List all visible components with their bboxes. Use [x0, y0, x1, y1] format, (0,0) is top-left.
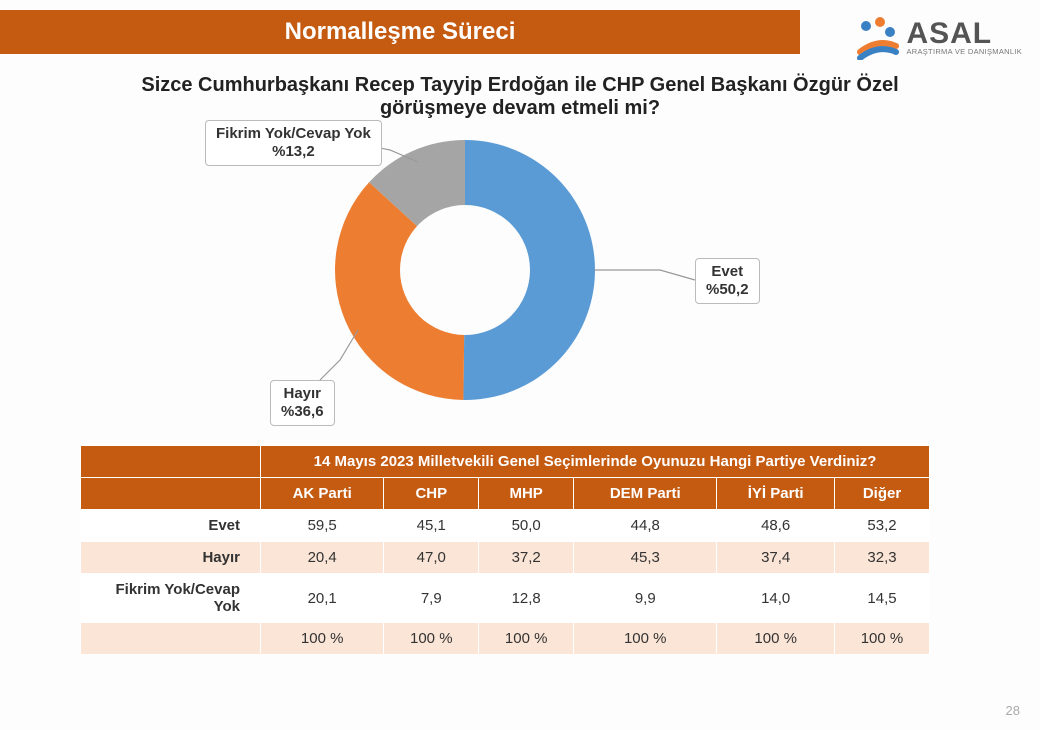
page-title: Normalleşme Süreci	[285, 18, 516, 45]
cell: 20,4	[261, 542, 384, 574]
table-col-2: MHP	[479, 478, 574, 510]
cell: 44,8	[574, 510, 717, 542]
cell: 100 %	[261, 623, 384, 655]
cell: 7,9	[384, 574, 479, 623]
table-row: Hayır20,447,037,245,337,432,3	[81, 542, 930, 574]
cell: 45,3	[574, 542, 717, 574]
logo-mark-icon	[856, 16, 900, 60]
callout-fikrim-pct: %13,2	[272, 143, 315, 160]
table-row: Fikrim Yok/Cevap Yok20,17,912,89,914,014…	[81, 574, 930, 623]
cell: 45,1	[384, 510, 479, 542]
table-col-0: AK Parti	[261, 478, 384, 510]
row-label: Fikrim Yok/Cevap Yok	[81, 574, 261, 623]
cell: 20,1	[261, 574, 384, 623]
page-number: 28	[1006, 703, 1020, 718]
callout-hayir-label: Hayır	[284, 385, 322, 402]
callout-fikrim-label: Fikrim Yok/Cevap Yok	[216, 125, 371, 142]
survey-question: Sizce Cumhurbaşkanı Recep Tayyip Erdoğan…	[140, 74, 900, 120]
cell: 59,5	[261, 510, 384, 542]
callout-hayir-pct: %36,6	[281, 403, 324, 420]
cell: 37,2	[479, 542, 574, 574]
row-label	[81, 623, 261, 655]
table-col-blank	[81, 478, 261, 510]
cell: 50,0	[479, 510, 574, 542]
cell: 100 %	[717, 623, 835, 655]
cell: 100 %	[574, 623, 717, 655]
table-col-3: DEM Parti	[574, 478, 717, 510]
table-title: 14 Mayıs 2023 Milletvekili Genel Seçimle…	[261, 446, 930, 478]
logo: ASAL ARAŞTIRMA VE DANIŞMANLIK	[856, 16, 1022, 60]
callout-evet-label: Evet	[711, 263, 743, 280]
table-row-total: 100 %100 %100 %100 %100 %100 %	[81, 623, 930, 655]
logo-sub-text: ARAŞTIRMA VE DANIŞMANLIK	[906, 47, 1022, 56]
callout-evet-pct: %50,2	[706, 281, 749, 298]
cell: 53,2	[835, 510, 930, 542]
table-col-1: CHP	[384, 478, 479, 510]
cell: 14,0	[717, 574, 835, 623]
crosstab-table: 14 Mayıs 2023 Milletvekili Genel Seçimle…	[80, 445, 930, 655]
table-col-4: İYİ Parti	[717, 478, 835, 510]
callout-fikrim: Fikrim Yok/Cevap Yok %13,2	[205, 120, 382, 166]
crosstab-table-wrap: 14 Mayıs 2023 Milletvekili Genel Seçimle…	[80, 445, 930, 655]
logo-main-text: ASAL	[906, 20, 1022, 47]
table-row: Evet59,545,150,044,848,653,2	[81, 510, 930, 542]
title-bar: Normalleşme Süreci	[0, 10, 800, 54]
cell: 12,8	[479, 574, 574, 623]
cell: 14,5	[835, 574, 930, 623]
callout-hayir: Hayır %36,6	[270, 380, 335, 426]
chart-area: Evet %50,2 Hayır %36,6 Fikrim Yok/Cevap …	[120, 130, 920, 420]
cell: 37,4	[717, 542, 835, 574]
table-col-5: Diğer	[835, 478, 930, 510]
cell: 100 %	[384, 623, 479, 655]
cell: 100 %	[479, 623, 574, 655]
cell: 100 %	[835, 623, 930, 655]
cell: 47,0	[384, 542, 479, 574]
leader-lines	[120, 130, 920, 420]
table-corner	[81, 446, 261, 478]
cell: 32,3	[835, 542, 930, 574]
row-label: Hayır	[81, 542, 261, 574]
callout-evet: Evet %50,2	[695, 258, 760, 304]
row-label: Evet	[81, 510, 261, 542]
cell: 9,9	[574, 574, 717, 623]
cell: 48,6	[717, 510, 835, 542]
